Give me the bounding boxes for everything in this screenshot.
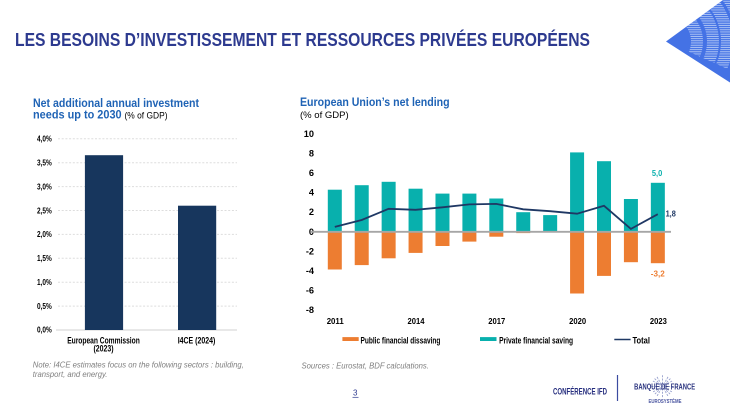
svg-text:-2: -2 (306, 246, 314, 256)
svg-text:I4CE (2024): I4CE (2024) (178, 335, 216, 345)
svg-text:1,8: 1,8 (666, 209, 676, 219)
svg-text:1,5%: 1,5% (37, 254, 52, 263)
svg-text:8: 8 (309, 148, 314, 158)
svg-text:2,0%: 2,0% (37, 230, 52, 239)
svg-text:2,5%: 2,5% (37, 206, 52, 215)
svg-text:3,5%: 3,5% (37, 159, 52, 168)
svg-text:0,5%: 0,5% (37, 302, 52, 311)
svg-text:6: 6 (309, 168, 314, 178)
svg-text:2020: 2020 (569, 316, 586, 326)
svg-text:Public financial dissaving: Public financial dissaving (361, 336, 441, 346)
svg-text:Note: I4CE estimates focus on: Note: I4CE estimates focus on the follow… (33, 360, 244, 369)
svg-text:1,0%: 1,0% (37, 278, 52, 287)
svg-text:-8: -8 (306, 305, 314, 315)
svg-text:-4: -4 (306, 266, 315, 276)
svg-text:2014: 2014 (408, 316, 425, 326)
svg-text:4,0%: 4,0% (37, 135, 52, 144)
svg-text:Net additional annual investme: Net additional annual investment (33, 96, 199, 110)
svg-text:European Commission: European Commission (67, 335, 140, 345)
svg-text:3: 3 (353, 389, 358, 398)
svg-text:5,0: 5,0 (652, 168, 663, 178)
svg-text:European Union’s net lending: European Union’s net lending (300, 95, 450, 109)
svg-text:2011: 2011 (327, 316, 344, 326)
svg-text:-3,2: -3,2 (651, 269, 665, 279)
svg-text:2023: 2023 (650, 316, 667, 326)
svg-text:Private financial saving: Private financial saving (499, 336, 573, 346)
svg-text:(2023): (2023) (94, 344, 114, 354)
svg-text:transport, and energy.: transport, and energy. (33, 370, 108, 379)
svg-text:EUROSYSTÈME: EUROSYSTÈME (649, 397, 683, 405)
svg-text:needs up to 2030: needs up to 2030 (33, 107, 122, 121)
svg-text:2: 2 (309, 207, 314, 217)
svg-text:LES BESOINS D’INVESTISSEMENT E: LES BESOINS D’INVESTISSEMENT ET RESSOURC… (15, 29, 590, 50)
svg-text:4: 4 (309, 188, 315, 198)
svg-text:BANQUE DE FRANCE: BANQUE DE FRANCE (634, 382, 695, 392)
svg-text:(% of GDP): (% of GDP) (300, 110, 349, 121)
svg-text:2017: 2017 (488, 316, 505, 326)
svg-text:CONFÉRENCE IFD: CONFÉRENCE IFD (553, 387, 607, 397)
svg-text:Total: Total (633, 336, 651, 346)
svg-text:10: 10 (304, 129, 314, 139)
svg-text:0,0%: 0,0% (37, 326, 52, 335)
svg-text:(% of GDP): (% of GDP) (125, 110, 168, 121)
svg-text:3,0%: 3,0% (37, 182, 52, 191)
svg-text:-6: -6 (306, 286, 314, 296)
svg-text:Sources : Eurostat, BDF calcul: Sources : Eurostat, BDF calculations. (302, 360, 429, 370)
